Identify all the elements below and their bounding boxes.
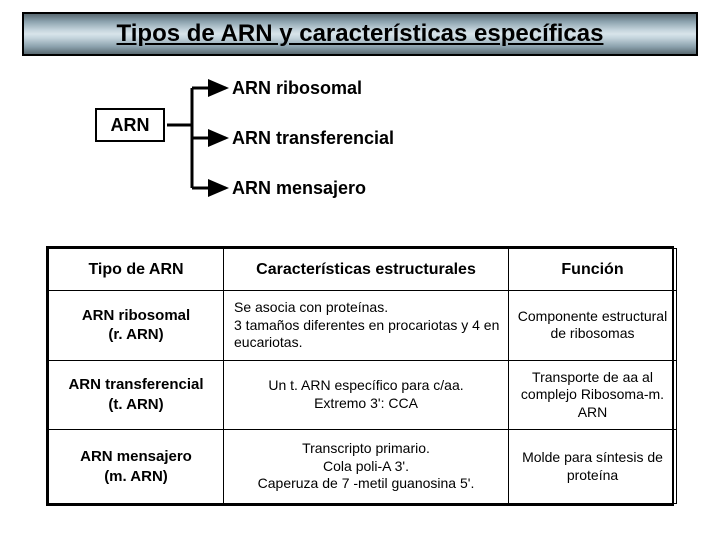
cell-struct: Se asocia con proteínas. 3 tamaños difer… xyxy=(224,291,509,361)
col-header-type: Tipo de ARN xyxy=(49,249,224,291)
branch-transferencial: ARN transferencial xyxy=(232,128,394,149)
cell-type: ARN mensajero (m. ARN) xyxy=(49,430,224,504)
title-bar: Tipos de ARN y características específic… xyxy=(22,12,698,56)
cell-func: Molde para síntesis de proteína xyxy=(509,430,677,504)
cell-type: ARN transferencial (t. ARN) xyxy=(49,360,224,430)
branch-diagram: ARN ARN ribosomal ARN transferencial ARN… xyxy=(0,70,720,240)
cell-func: Transporte de aa al complejo Ribosoma-m.… xyxy=(509,360,677,430)
table-header-row: Tipo de ARN Características estructurale… xyxy=(49,249,677,291)
page-title: Tipos de ARN y características específic… xyxy=(24,14,696,54)
col-header-func: Función xyxy=(509,249,677,291)
branch-mensajero: ARN mensajero xyxy=(232,178,366,199)
cell-func: Componente estructural de ribosomas xyxy=(509,291,677,361)
cell-struct: Un t. ARN específico para c/aa. Extremo … xyxy=(224,360,509,430)
col-header-struct: Características estructurales xyxy=(224,249,509,291)
branch-ribosomal: ARN ribosomal xyxy=(232,78,362,99)
table-row: ARN ribosomal (r. ARN) Se asocia con pro… xyxy=(49,291,677,361)
cell-type: ARN ribosomal (r. ARN) xyxy=(49,291,224,361)
cell-struct: Transcripto primario. Cola poli-A 3'. Ca… xyxy=(224,430,509,504)
table-row: ARN mensajero (m. ARN) Transcripto prima… xyxy=(49,430,677,504)
rna-table: Tipo de ARN Características estructurale… xyxy=(46,246,674,506)
table-row: ARN transferencial (t. ARN) Un t. ARN es… xyxy=(49,360,677,430)
root-node: ARN xyxy=(95,108,165,142)
